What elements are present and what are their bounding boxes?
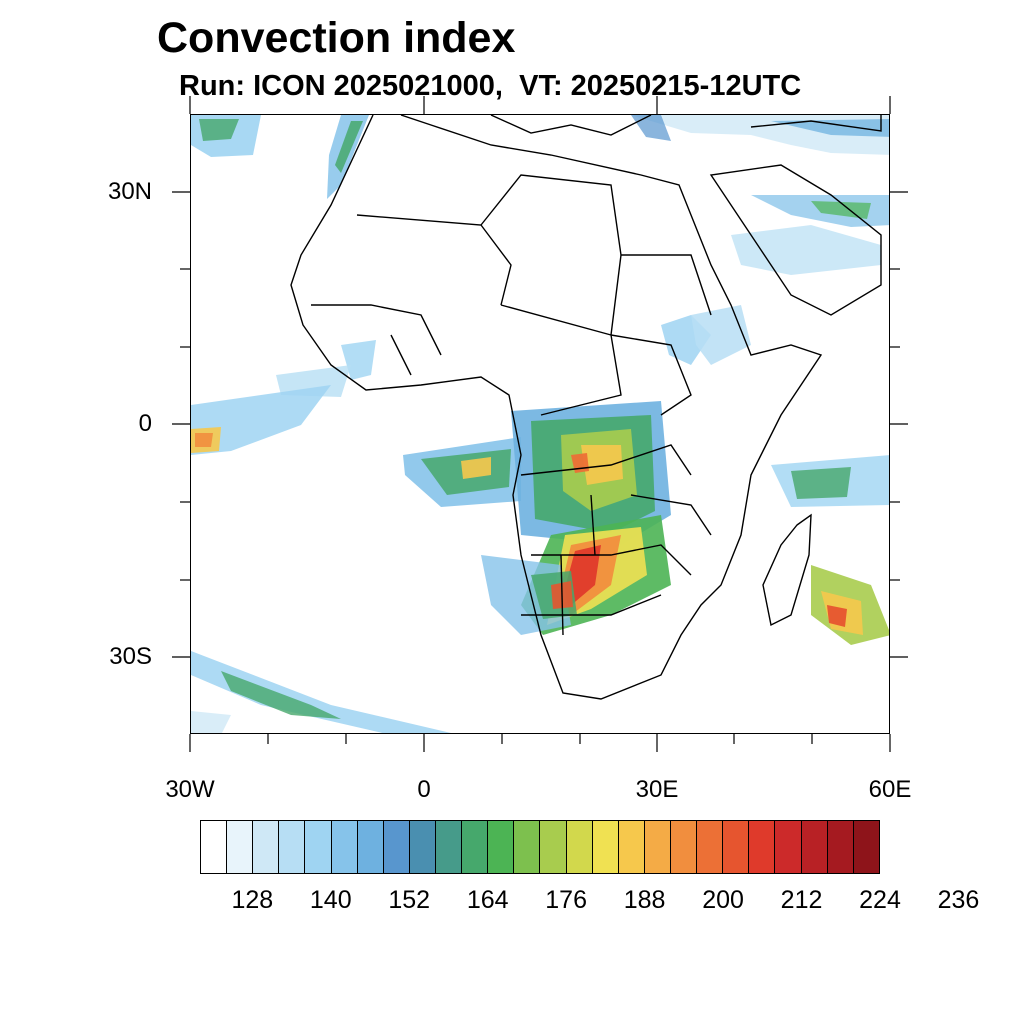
country-border <box>610 334 692 416</box>
field-patch <box>581 445 623 485</box>
turkey-coastline <box>750 115 882 132</box>
colorbar-tick-label: 188 <box>623 886 666 914</box>
field-patch <box>199 119 239 141</box>
lon-label-0: 0 <box>417 776 431 803</box>
colorbar-tick-label: 140 <box>309 886 352 914</box>
colorbar-tick-label: 152 <box>388 886 431 914</box>
field-patch <box>191 385 331 455</box>
lon-label-60e: 60E <box>868 776 912 803</box>
country-border <box>521 594 662 616</box>
europe-coastline <box>490 115 652 136</box>
colorbar-swatch <box>227 821 254 873</box>
lat-label-30s: 30S <box>109 643 152 670</box>
colorbar-tick-label: 176 <box>545 886 587 914</box>
field-patch <box>691 305 751 365</box>
map-panel <box>190 114 890 734</box>
map-field <box>191 115 889 733</box>
country-border <box>356 214 512 306</box>
colorbar-tick-label: 236 <box>937 886 980 914</box>
lat-label-0: 0 <box>138 410 152 437</box>
country-border <box>520 444 692 476</box>
colorbar-swatch <box>644 821 671 873</box>
madagascar-coastline <box>762 513 812 627</box>
country-border <box>390 334 412 376</box>
coastlines <box>290 115 882 700</box>
colorbar-swatch <box>201 821 228 873</box>
colorbar-swatch <box>279 821 306 873</box>
field-patch <box>791 467 851 499</box>
country-border <box>311 304 442 356</box>
colorbar-swatch <box>383 821 410 873</box>
colorbar <box>200 820 880 874</box>
convection-field <box>191 115 889 733</box>
arabia-coastline <box>709 164 882 316</box>
map-subtitle: Run: ICON 2025021000, VT: 20250215-12UTC <box>179 70 802 102</box>
country-border <box>531 544 692 576</box>
colorbar-swatch <box>749 821 776 873</box>
field-patch <box>827 605 847 627</box>
colorbar-swatch <box>409 821 436 873</box>
country-border <box>630 494 712 536</box>
field-patch <box>341 340 376 380</box>
country-border <box>500 304 622 416</box>
field-patch <box>195 433 213 447</box>
colorbar-tick-label: 128 <box>231 886 274 914</box>
lon-label-30e: 30E <box>635 776 679 803</box>
colorbar-swatch <box>305 821 332 873</box>
country-border <box>621 254 712 316</box>
lon-label-30w: 30W <box>165 776 215 803</box>
colorbar-swatch <box>670 821 698 873</box>
africa-coastline <box>290 115 823 700</box>
colorbar-swatch <box>592 821 619 873</box>
field-patch <box>771 119 889 137</box>
country-border <box>590 494 596 556</box>
colorbar-swatch <box>697 821 724 873</box>
colorbar-swatch <box>253 821 280 873</box>
colorbar-swatch <box>488 821 515 873</box>
field-patch <box>191 711 231 733</box>
colorbar-tick-label: 200 <box>702 886 744 914</box>
colorbar-swatch <box>853 821 879 873</box>
field-patch <box>221 671 341 719</box>
field-patch <box>327 115 369 199</box>
colorbar-swatch <box>514 821 541 873</box>
lat-label-30n: 30N <box>107 178 152 205</box>
colorbar-swatch <box>566 821 593 873</box>
colorbar-swatch <box>540 821 567 873</box>
colorbar-swatch <box>462 821 489 873</box>
country-border <box>560 554 564 636</box>
colorbar-swatch <box>827 821 854 873</box>
colorbar-swatch <box>331 821 358 873</box>
colorbar-swatch <box>801 821 828 873</box>
colorbar-swatch <box>723 821 750 873</box>
country-border <box>480 174 622 336</box>
field-patch <box>335 121 363 173</box>
colorbar-swatch <box>435 821 463 873</box>
field-patch <box>461 457 491 479</box>
colorbar-swatch <box>618 821 645 873</box>
field-patch <box>276 365 351 397</box>
colorbar-tick-label: 164 <box>466 886 509 914</box>
field-patch <box>631 115 671 141</box>
colorbar-tick-label: 224 <box>859 886 901 914</box>
colorbar-tick-label: 212 <box>780 886 823 914</box>
colorbar-swatch <box>357 821 384 873</box>
map-title: Convection index <box>157 14 516 62</box>
colorbar-swatch <box>775 821 802 873</box>
